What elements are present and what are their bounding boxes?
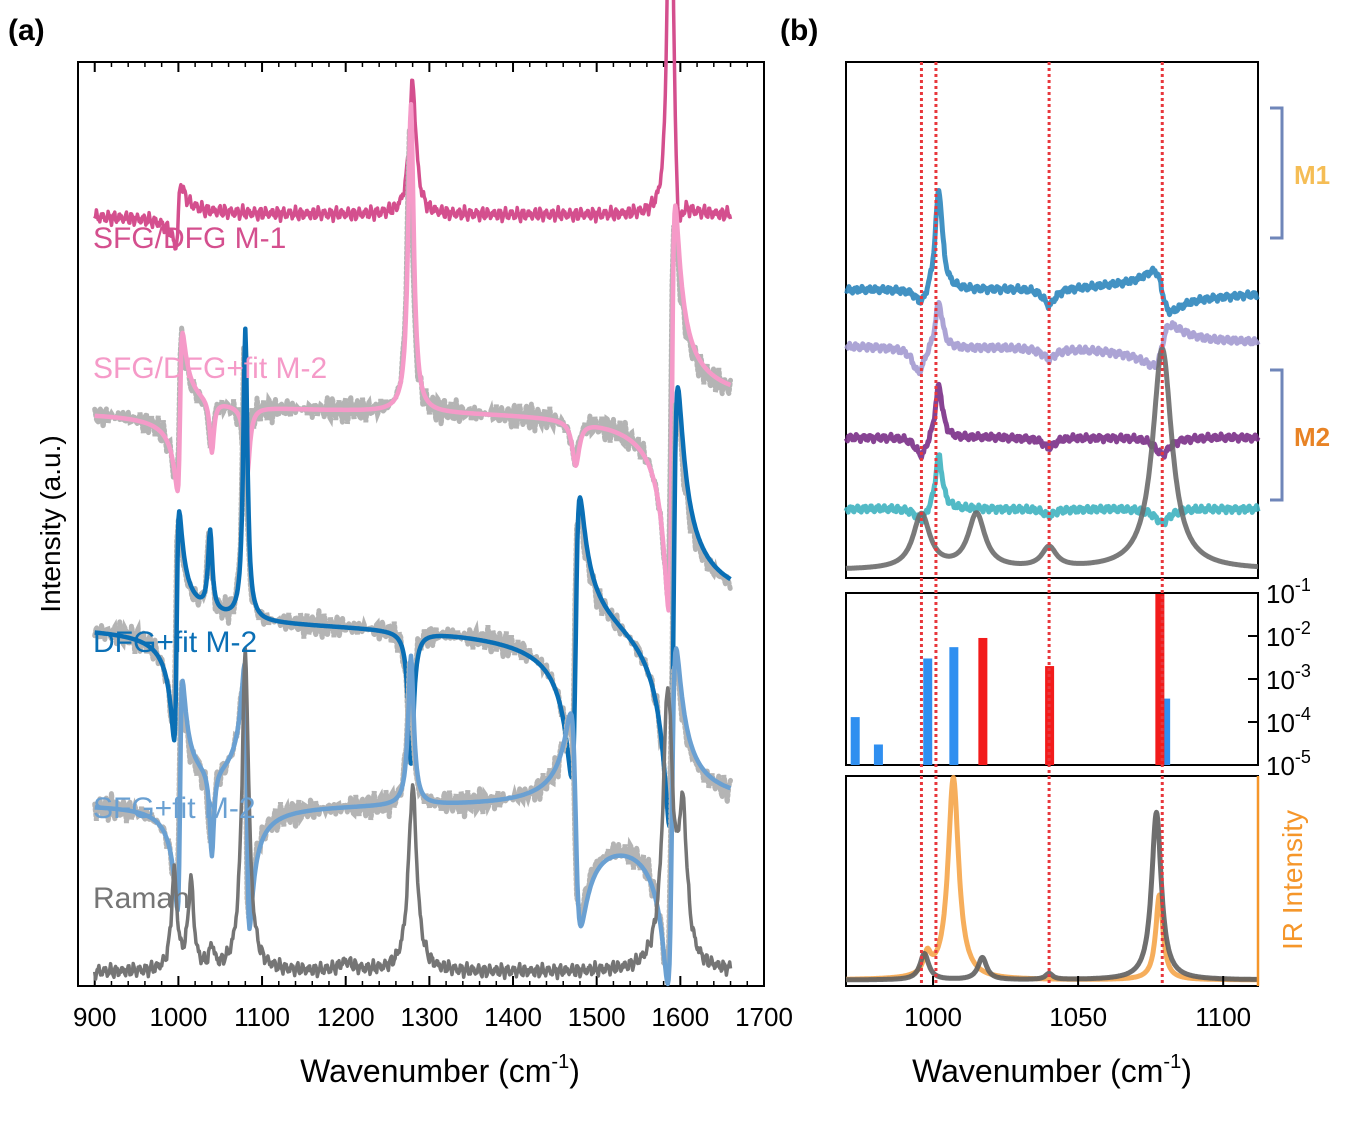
panel-a-label: (a) bbox=[8, 14, 45, 47]
x-tick-label: 1300 bbox=[400, 1002, 458, 1032]
bracket-m1 bbox=[1270, 106, 1284, 240]
bar-blue bbox=[850, 717, 860, 765]
x-tick-label: 1000 bbox=[904, 1002, 962, 1032]
series-sfg-fit-m-2 bbox=[93, 646, 732, 987]
series-sfg-dfg-fit-m-2 bbox=[93, 102, 732, 613]
trace-m2-trace-1 bbox=[843, 381, 1261, 461]
trace-m1-trace-1 bbox=[844, 188, 1260, 318]
bar-red bbox=[1155, 593, 1165, 765]
group-label-m2: M2 bbox=[1294, 422, 1330, 452]
group-label-m1: M1 bbox=[1294, 160, 1330, 190]
y-tick-label: 10-1 bbox=[1266, 575, 1311, 609]
panel-a-ylabel: Intensity (a.u.) bbox=[35, 435, 66, 612]
x-tick-label: 1400 bbox=[484, 1002, 542, 1032]
series-raman bbox=[92, 646, 733, 981]
y-tick-label: 10-3 bbox=[1266, 661, 1311, 695]
series-label-raman: Raman bbox=[93, 882, 190, 915]
bracket-m2 bbox=[1270, 368, 1284, 502]
panel-a-chart: 900 1000 1100 1200 1300 1400 1500 1600 1700 SFG/… bbox=[35, 0, 793, 1089]
bar-red bbox=[1045, 666, 1055, 765]
bar-blue bbox=[873, 744, 883, 765]
y-tick-label: 10-4 bbox=[1266, 704, 1311, 738]
x-tick-label: 1050 bbox=[1049, 1002, 1107, 1032]
bar-red bbox=[978, 637, 988, 765]
trace-raman bbox=[844, 809, 1260, 983]
panel-a-frame bbox=[77, 61, 765, 987]
panel-b-xlabel: Wavenumber (cm-1) bbox=[912, 1051, 1192, 1089]
panel-b-label: (b) bbox=[780, 14, 818, 47]
x-tick-label: 1200 bbox=[317, 1002, 375, 1032]
y-tick-label: 10-2 bbox=[1266, 618, 1311, 652]
panel-a-xlabel: Wavenumber (cm-1) bbox=[300, 1051, 580, 1089]
y-tick-label: 10-5 bbox=[1266, 747, 1311, 781]
series-label-sfg-dfg-m-1: SFG/DFG M-1 bbox=[93, 222, 286, 255]
series-label-dfg-fit-m-2: DFG+fit M-2 bbox=[93, 626, 257, 659]
x-tick-label: 1100 bbox=[234, 1002, 290, 1032]
x-tick-label: 1100 bbox=[1195, 1002, 1251, 1032]
series-label-sfg-fit-m-2: SFG+fit M-2 bbox=[93, 792, 256, 825]
panel-b-ir-ylabel: IR Intensity bbox=[1277, 810, 1308, 950]
x-tick-label: 1600 bbox=[651, 1002, 709, 1032]
series-label-sfg-dfg-fit-m-2: SFG/DFG+fit M-2 bbox=[93, 352, 327, 385]
x-tick-label: 1700 bbox=[735, 1002, 793, 1032]
series-sfg-dfg-m-1 bbox=[93, 0, 733, 251]
panel-b-chart: 10-1 10-2 10-3 10-4 10-5 1000 1050 1100 M1 M2 W… bbox=[843, 61, 1330, 1089]
bar-blue bbox=[923, 658, 933, 765]
panel-b-bottom-frame bbox=[845, 775, 1259, 987]
bar-blue bbox=[1161, 698, 1171, 765]
x-tick-label: 1000 bbox=[149, 1002, 207, 1032]
trace-m1-trace-2 bbox=[844, 299, 1261, 377]
trace-raman bbox=[844, 346, 1260, 571]
trace-ir bbox=[844, 774, 1260, 983]
panel-b-top-frame bbox=[845, 61, 1259, 579]
x-tick-label: 1500 bbox=[568, 1002, 626, 1032]
x-tick-label: 900 bbox=[73, 1002, 116, 1032]
trace-m2-trace-2 bbox=[843, 452, 1261, 528]
bar-blue bbox=[949, 647, 959, 765]
